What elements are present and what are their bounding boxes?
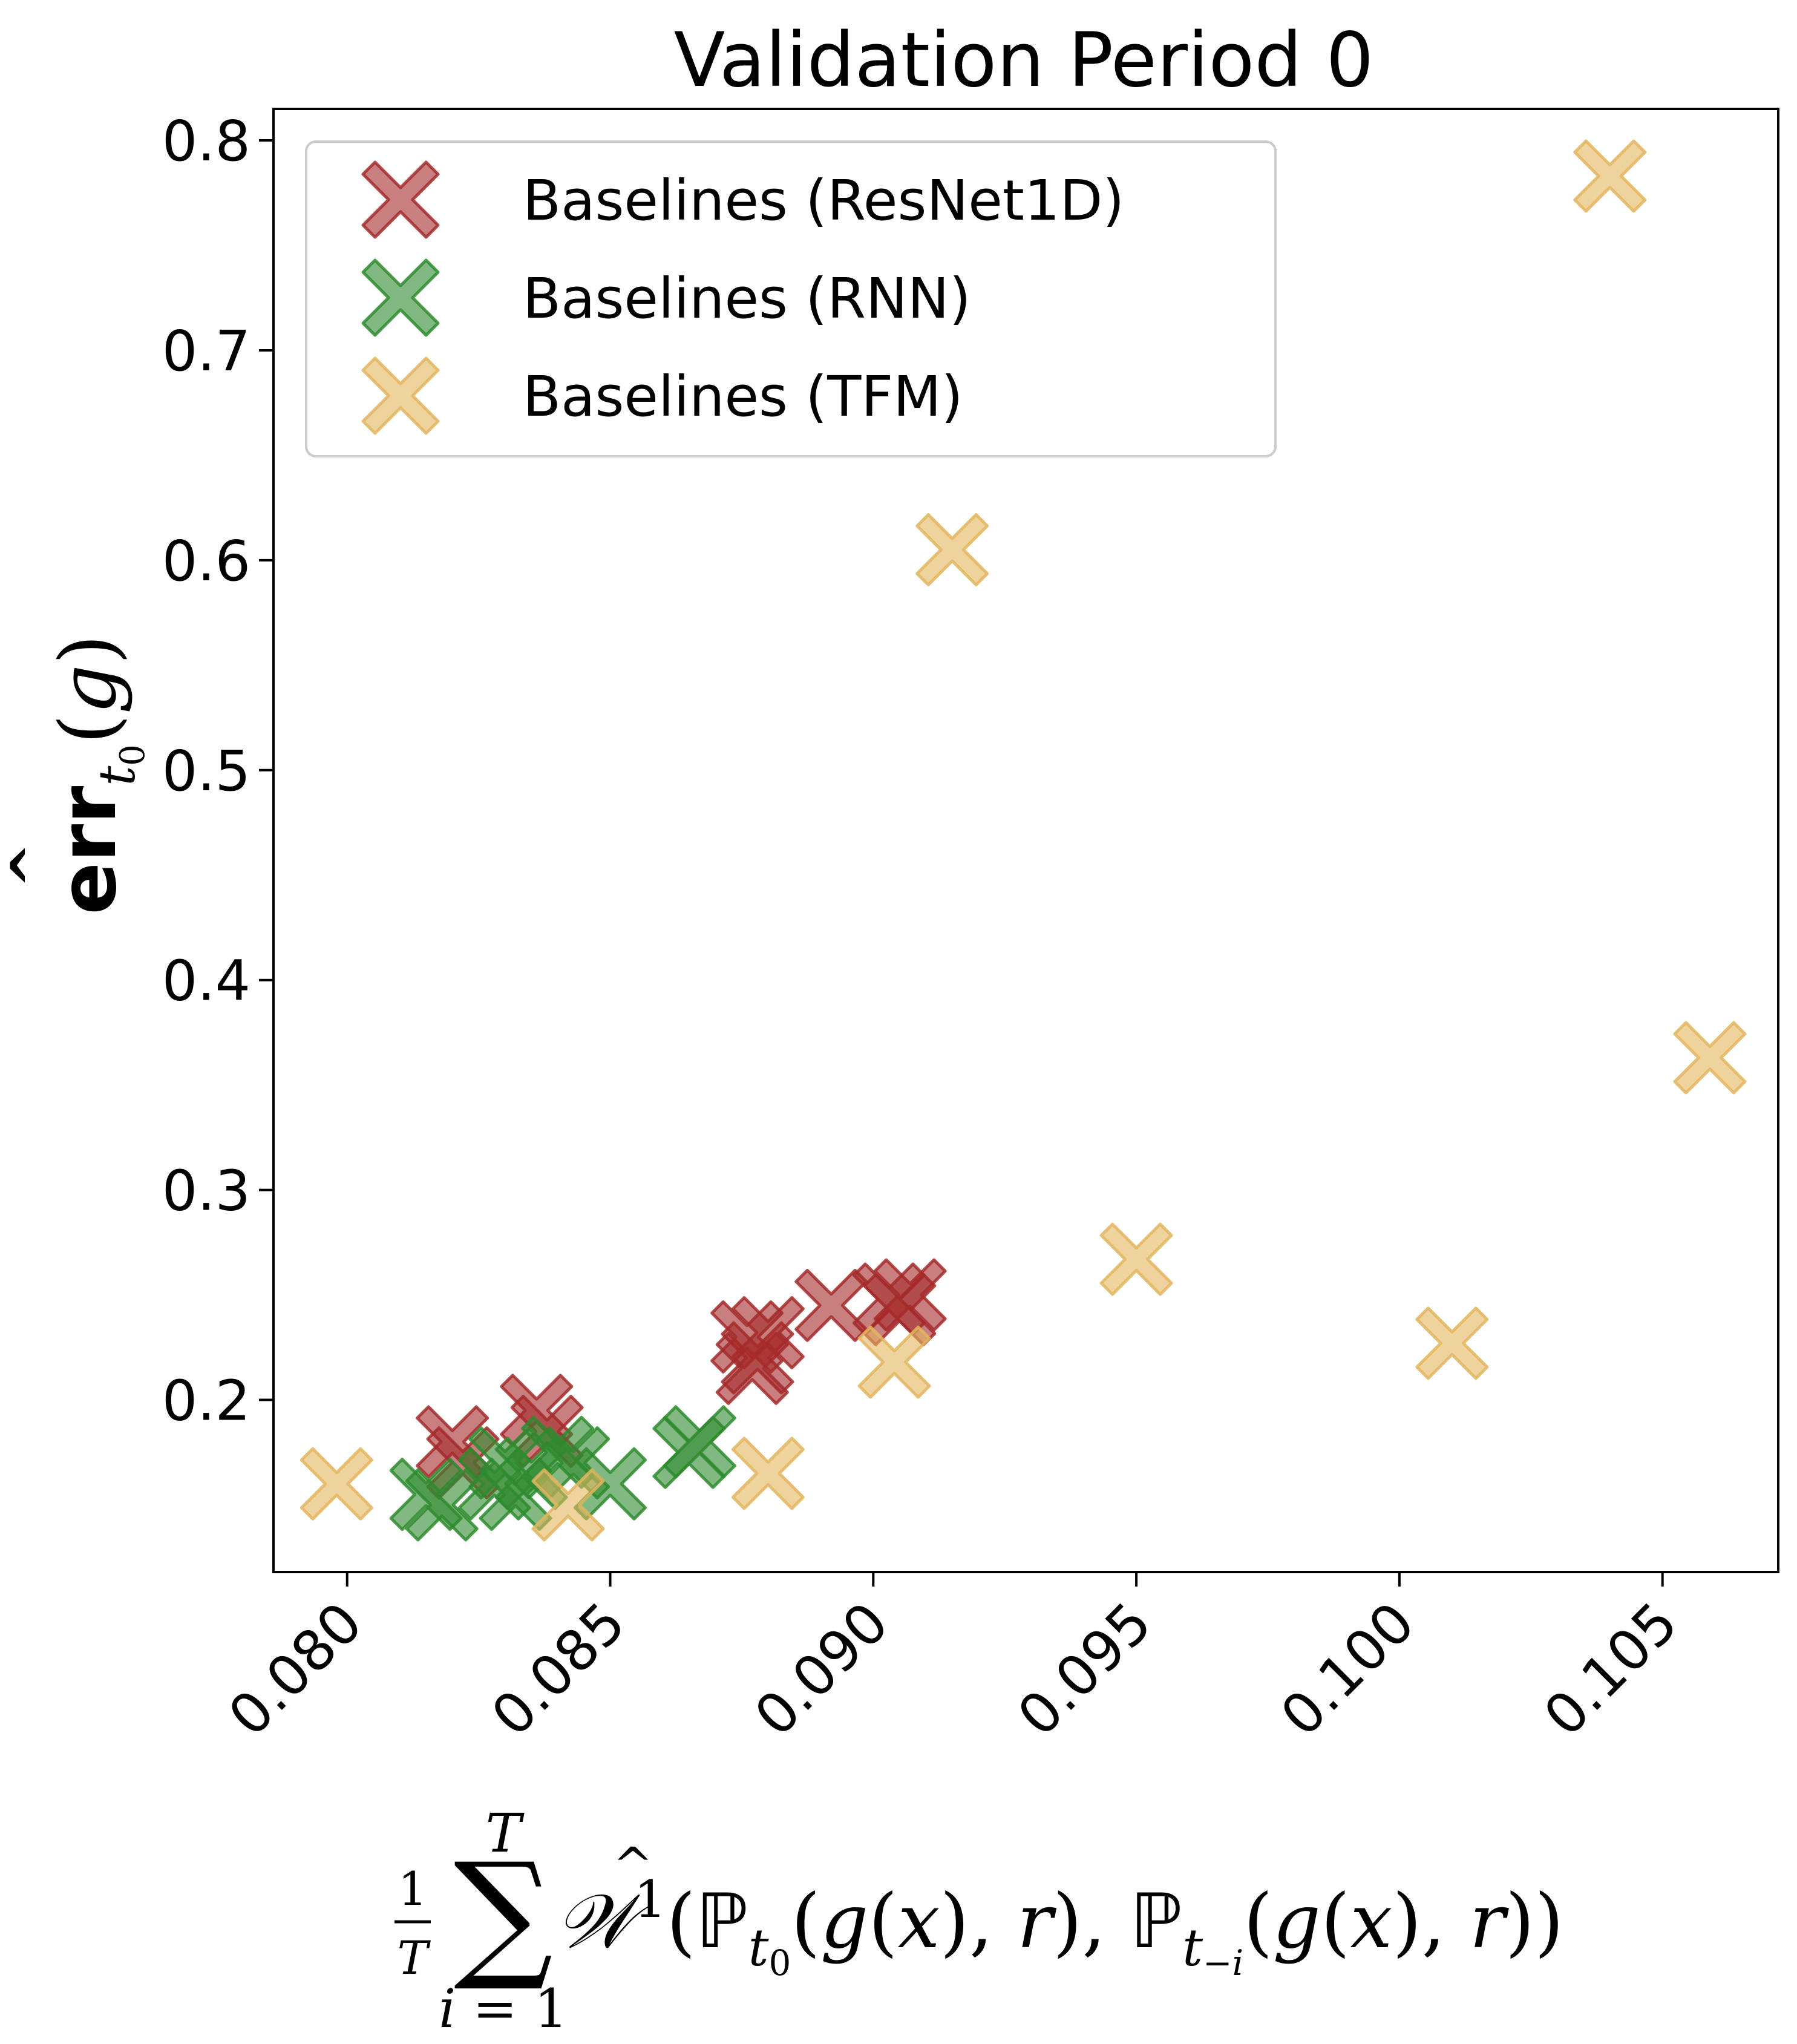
y-tick-label: 0.3 xyxy=(162,1159,250,1223)
legend: Baselines (ResNet1D) Baselines (RNN) Basel… xyxy=(305,140,1277,457)
y-tick-label: 0.5 xyxy=(162,739,250,804)
legend-marker-1 xyxy=(361,258,440,337)
y-axis-label: errt0(g) ^ xyxy=(0,634,152,914)
data-point-series-2-0 xyxy=(300,1447,373,1521)
legend-label-2: Baselines (TFM) xyxy=(523,364,963,429)
data-point-series-0-8 xyxy=(794,1268,868,1342)
y-tick-label: 0.6 xyxy=(162,529,250,594)
data-point-series-0-7 xyxy=(715,1331,789,1405)
x-tick-label: 0.095 xyxy=(1006,1590,1164,1749)
svg-text:errt0(g): errt0(g) xyxy=(44,634,152,914)
y-tick-label: 0.2 xyxy=(162,1369,250,1433)
y-axis: 0.2 0.3 0.4 0.5 0.6 0.7 0.8 xyxy=(162,109,273,1433)
legend-marker-2 xyxy=(361,356,440,435)
data-point-series-0-6 xyxy=(731,1296,805,1370)
svg-text:^: ^ xyxy=(0,842,63,888)
plot-frame xyxy=(272,108,1779,1573)
svg-text:∑: ∑ xyxy=(454,1833,553,1995)
y-tick-label: 0.7 xyxy=(162,319,250,384)
legend-label-1: Baselines (RNN) xyxy=(523,266,971,331)
x-tick-label: 0.100 xyxy=(1269,1590,1427,1749)
x-tick-label: 0.090 xyxy=(742,1590,901,1749)
svg-text:i = 1: i = 1 xyxy=(439,1977,568,2040)
svg-text:T: T xyxy=(398,1931,431,1985)
legend-box xyxy=(305,140,1277,457)
y-tick-label: 0.4 xyxy=(162,949,250,1014)
data-point-series-2-2 xyxy=(731,1436,805,1510)
x-tick-label: 0.085 xyxy=(479,1590,638,1749)
svg-text:1: 1 xyxy=(398,1862,427,1916)
data-point-series-2-6 xyxy=(1415,1306,1489,1380)
legend-label-0: Baselines (ResNet1D) xyxy=(523,168,1124,233)
data-point-series-2-7 xyxy=(1573,139,1647,213)
svg-text:𝒲1(ℙt0(g(x), r), ℙt−i(g(x), r: 𝒲1(ℙt0(g(x), r), ℙt−i(g(x), r)) xyxy=(555,1870,1564,1983)
data-point-series-1-10 xyxy=(663,1405,736,1479)
data-point-series-2-3 xyxy=(857,1325,931,1399)
data-point-series-1-1 xyxy=(405,1468,479,1542)
data-point-series-2-5 xyxy=(1099,1222,1173,1296)
x-tick-label: 0.105 xyxy=(1531,1590,1690,1749)
legend-marker-0 xyxy=(361,160,440,239)
data-point-series-2-4 xyxy=(915,513,989,587)
x-axis: 0.080 0.085 0.090 0.095 0.100 0.105 xyxy=(216,1572,1690,1749)
x-axis-label: 1 T T ∑ i = 1 𝒲1(ℙt0(g(x), r), ℙt−i(g(x)… xyxy=(394,1802,1564,2040)
data-point-series-2-1 xyxy=(531,1468,605,1542)
svg-text:T: T xyxy=(486,1802,525,1864)
chart-title: Validation Period 0 xyxy=(674,17,1374,104)
data-point-series-2-8 xyxy=(1673,1021,1747,1095)
scatter-marks xyxy=(300,139,1747,1542)
y-tick-label: 0.8 xyxy=(162,109,250,174)
svg-text:^: ^ xyxy=(612,1837,653,1893)
x-tick-label: 0.080 xyxy=(216,1590,375,1749)
